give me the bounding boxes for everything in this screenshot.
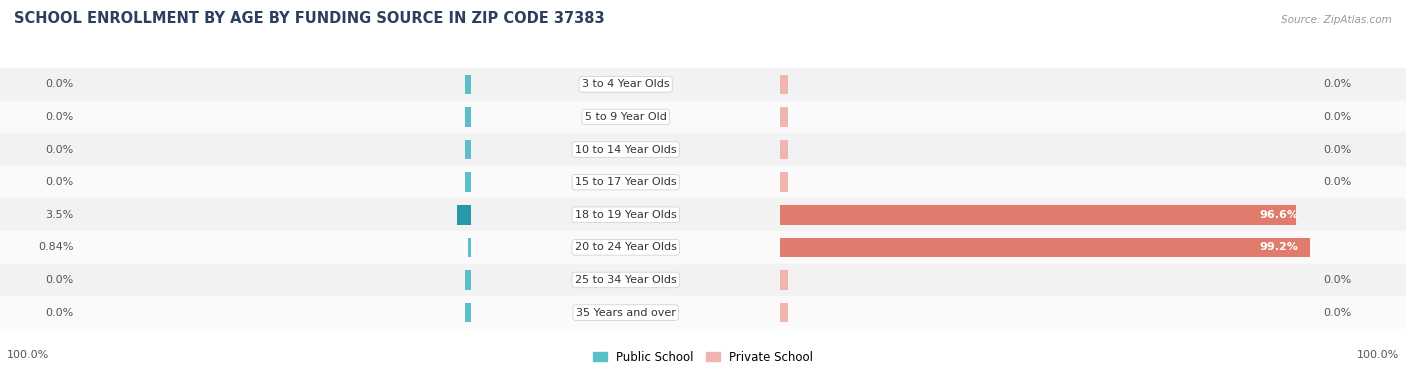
Bar [780, 107, 789, 127]
Bar [0, 133, 77, 166]
Bar [77, 133, 471, 166]
Bar [465, 74, 471, 94]
Bar [465, 303, 471, 322]
Text: 0.0%: 0.0% [1324, 112, 1353, 122]
Bar [780, 133, 1315, 166]
Bar [471, 68, 780, 101]
Text: 0.0%: 0.0% [1324, 79, 1353, 89]
Bar [0, 231, 77, 264]
Bar [77, 231, 471, 264]
Bar [471, 198, 780, 231]
Bar [77, 264, 471, 296]
Bar [780, 140, 789, 160]
Text: 0.0%: 0.0% [1324, 144, 1353, 155]
Text: 0.0%: 0.0% [1324, 308, 1353, 318]
Text: 99.2%: 99.2% [1260, 242, 1299, 253]
Bar [780, 172, 789, 192]
Text: 96.6%: 96.6% [1260, 210, 1299, 220]
Bar [780, 74, 789, 94]
Bar [780, 166, 1315, 198]
Bar [0, 166, 77, 198]
Text: 100.0%: 100.0% [1357, 350, 1399, 360]
Bar [780, 205, 1296, 225]
Bar [471, 231, 780, 264]
Text: 15 to 17 Year Olds: 15 to 17 Year Olds [575, 177, 676, 187]
Bar [471, 133, 780, 166]
Text: 20 to 24 Year Olds: 20 to 24 Year Olds [575, 242, 676, 253]
Bar [77, 198, 471, 231]
Bar [465, 172, 471, 192]
Text: 0.0%: 0.0% [45, 308, 73, 318]
Bar [780, 238, 1310, 257]
Text: 0.0%: 0.0% [45, 112, 73, 122]
Text: 3 to 4 Year Olds: 3 to 4 Year Olds [582, 79, 669, 89]
Bar [780, 296, 1315, 329]
Bar [780, 303, 789, 322]
Text: 18 to 19 Year Olds: 18 to 19 Year Olds [575, 210, 676, 220]
Bar [1315, 68, 1406, 101]
Bar [1315, 198, 1406, 231]
Bar [0, 264, 77, 296]
Text: Source: ZipAtlas.com: Source: ZipAtlas.com [1281, 15, 1392, 25]
Text: 35 Years and over: 35 Years and over [575, 308, 676, 318]
Text: SCHOOL ENROLLMENT BY AGE BY FUNDING SOURCE IN ZIP CODE 37383: SCHOOL ENROLLMENT BY AGE BY FUNDING SOUR… [14, 11, 605, 26]
Bar [468, 238, 471, 257]
Text: 3.5%: 3.5% [45, 210, 73, 220]
Bar [465, 107, 471, 127]
Bar [471, 166, 780, 198]
Bar [465, 140, 471, 160]
Bar [780, 68, 1315, 101]
Bar [471, 264, 780, 296]
Text: 0.0%: 0.0% [1324, 177, 1353, 187]
Bar [1315, 101, 1406, 133]
Bar [471, 296, 780, 329]
Bar [780, 101, 1315, 133]
Text: 5 to 9 Year Old: 5 to 9 Year Old [585, 112, 666, 122]
Text: 25 to 34 Year Olds: 25 to 34 Year Olds [575, 275, 676, 285]
Bar [1315, 296, 1406, 329]
Text: 0.0%: 0.0% [45, 177, 73, 187]
Bar [0, 68, 77, 101]
Bar [1315, 133, 1406, 166]
Bar [780, 264, 1315, 296]
Text: 0.0%: 0.0% [45, 79, 73, 89]
Text: 0.84%: 0.84% [38, 242, 73, 253]
Bar [0, 198, 77, 231]
Bar [77, 166, 471, 198]
Bar [77, 101, 471, 133]
Text: 0.0%: 0.0% [1324, 275, 1353, 285]
Text: 10 to 14 Year Olds: 10 to 14 Year Olds [575, 144, 676, 155]
Text: 0.0%: 0.0% [45, 275, 73, 285]
Bar [465, 270, 471, 290]
Bar [471, 101, 780, 133]
Bar [77, 296, 471, 329]
Bar [780, 198, 1315, 231]
Bar [1315, 264, 1406, 296]
Legend: Public School, Private School: Public School, Private School [588, 346, 818, 368]
Bar [0, 296, 77, 329]
Bar [77, 68, 471, 101]
Bar [780, 231, 1315, 264]
Bar [457, 205, 471, 225]
Text: 0.0%: 0.0% [45, 144, 73, 155]
Bar [0, 101, 77, 133]
Text: 100.0%: 100.0% [7, 350, 49, 360]
Bar [780, 270, 789, 290]
Bar [1315, 231, 1406, 264]
Bar [1315, 166, 1406, 198]
